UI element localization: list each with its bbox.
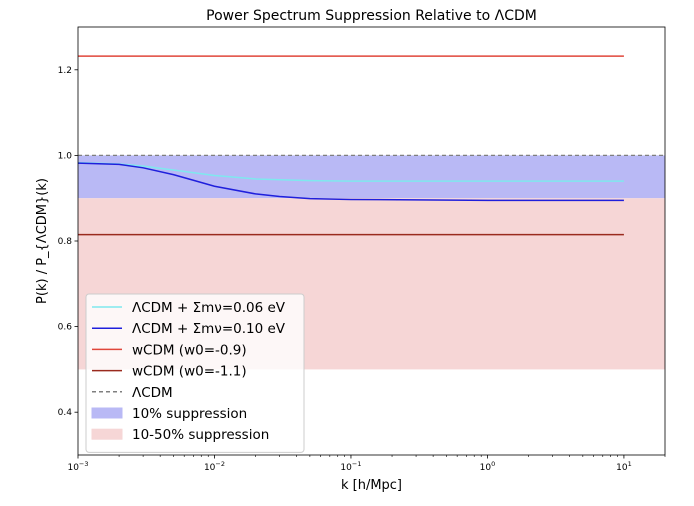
y-tick-label: 0.6 bbox=[58, 323, 73, 333]
legend-entry-label: wCDM (w0=-1.1) bbox=[132, 364, 247, 380]
legend-patch-swatch bbox=[91, 407, 123, 419]
legend-entry-label: wCDM (w0=-0.9) bbox=[132, 342, 247, 358]
legend-entry-label: 10% suppression bbox=[132, 406, 247, 422]
band-ten-percent bbox=[78, 155, 665, 199]
legend-box bbox=[85, 293, 305, 453]
x-tick-label: 100 bbox=[480, 460, 496, 473]
x-axis-label: k [h/Mpc] bbox=[341, 478, 402, 493]
y-tick-label: 1.2 bbox=[58, 66, 72, 76]
series-layer bbox=[77, 55, 665, 236]
legend-patch-swatch bbox=[91, 428, 123, 440]
x-tick-label: 10−2 bbox=[204, 460, 225, 473]
x-tick-label: 10−1 bbox=[340, 460, 361, 473]
y-axis-label: P(k) / P_{ΛCDM}(k) bbox=[35, 178, 50, 304]
y-tick-label: 1.0 bbox=[58, 151, 73, 161]
legend-entry-label: 10-50% suppression bbox=[132, 427, 269, 443]
series-mnu-006-line bbox=[77, 161, 624, 182]
legend-entry-label: ΛCDM + Σmν=0.06 eV bbox=[132, 300, 286, 316]
y-tick-label: 0.8 bbox=[58, 237, 73, 247]
x-tick-label: 10−3 bbox=[67, 460, 88, 473]
chart-title: Power Spectrum Suppression Relative to Λ… bbox=[206, 8, 537, 24]
legend-entry-label: ΛCDM + Σmν=0.10 eV bbox=[132, 321, 286, 337]
legend-entry-label: ΛCDM bbox=[132, 385, 173, 401]
y-tick-label: 0.4 bbox=[58, 408, 73, 418]
x-tick-label: 101 bbox=[616, 460, 632, 473]
ticks-layer: 10−3 10−2 10−1 100 101 0.4 0.6 0.8 1.0 1.2 bbox=[58, 66, 666, 473]
legend: ΛCDM + Σmν=0.06 eV ΛCDM + Σmν=0.10 eV wCDM… bbox=[85, 293, 305, 453]
series-mnu-010-line bbox=[77, 162, 624, 202]
